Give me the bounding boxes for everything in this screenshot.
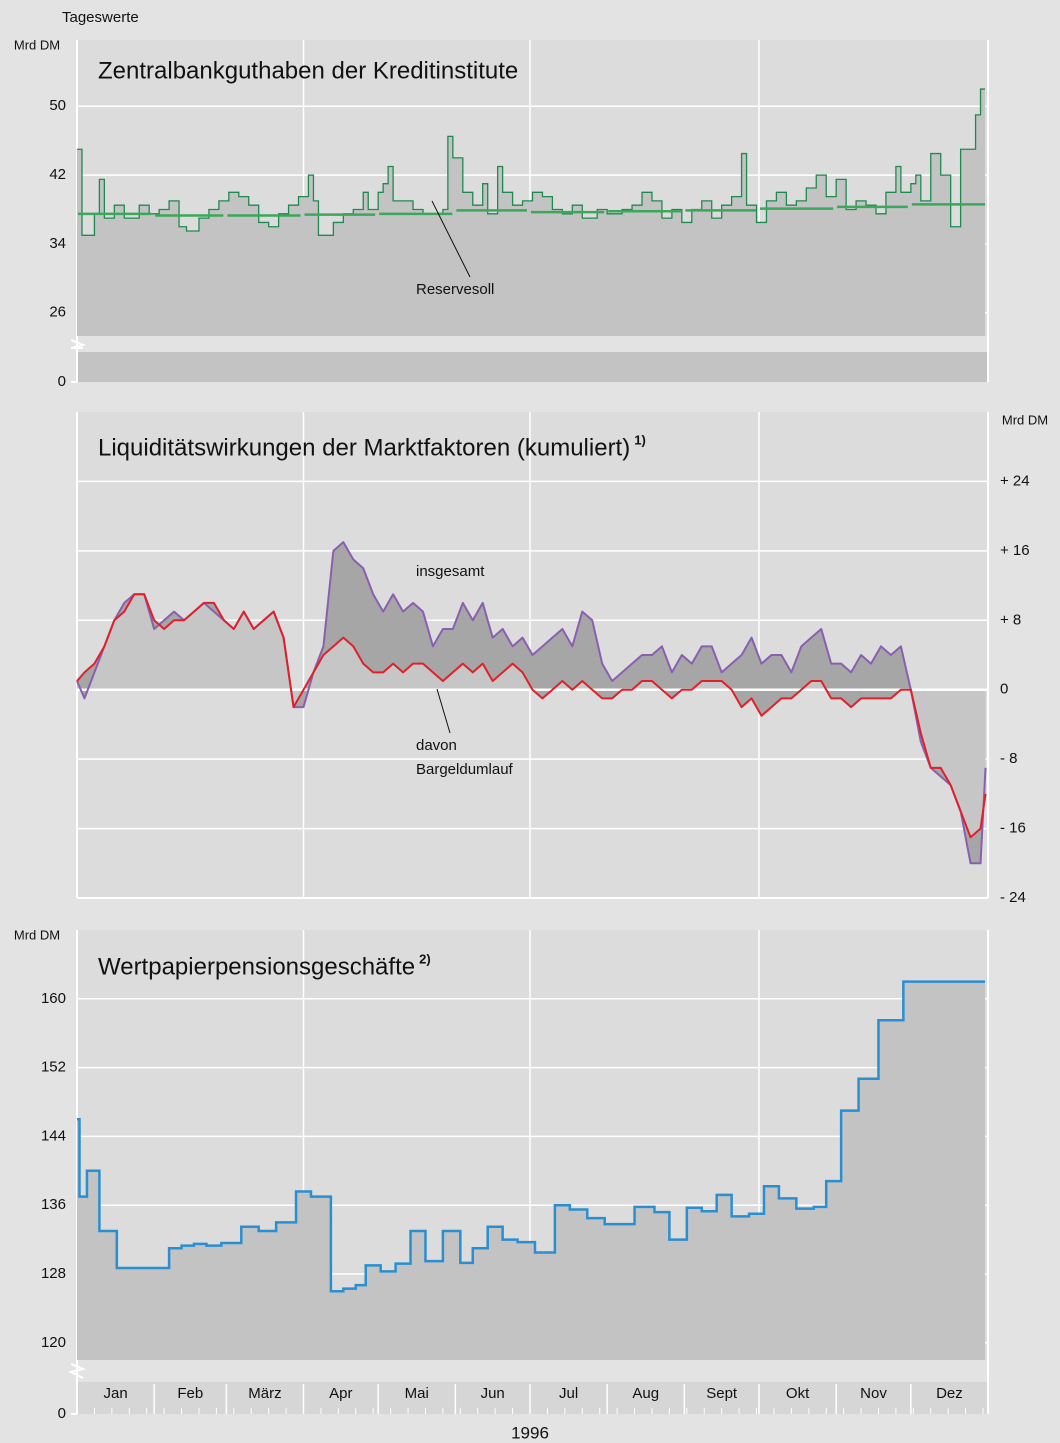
x-tick-label: Jun <box>481 1385 505 1402</box>
x-tick-label: Feb <box>177 1385 203 1402</box>
panels: 0 26 34 42 50 Zentralbankguthaben der Krediti… <box>14 37 1048 1442</box>
x-tick-label: Mai <box>405 1385 429 1402</box>
y-tick-label: 120 <box>41 1334 66 1351</box>
y-tick-label: 136 <box>41 1196 66 1213</box>
x-tick-label: März <box>248 1385 281 1402</box>
y-tick-label: 34 <box>49 235 66 252</box>
x-tick-label: Nov <box>860 1385 887 1402</box>
y-tick-label: 50 <box>49 97 66 114</box>
y-tick-label: 144 <box>41 1127 66 1144</box>
y-tick-label: 0 <box>1000 681 1008 698</box>
x-tick-label: Okt <box>786 1385 810 1402</box>
y-tick-label: - 16 <box>1000 820 1026 837</box>
y-tick-label: 0 <box>58 1405 66 1422</box>
annotation: davon <box>416 737 457 754</box>
leader-line <box>431 200 471 278</box>
y-tick-label: + 8 <box>1000 611 1021 628</box>
y-tick-label: 0 <box>58 373 66 390</box>
annotation: insgesamt <box>416 563 485 580</box>
y-tick-label: 152 <box>41 1059 66 1076</box>
area <box>77 981 985 1360</box>
y-tick-label: + 16 <box>1000 542 1030 559</box>
title-note: 2) <box>419 951 431 966</box>
x-tick-label: Jul <box>559 1385 578 1402</box>
annotation: Reservesoll <box>416 281 494 298</box>
y-axis-label: Mrd DM <box>14 927 60 942</box>
y-tick-label: 160 <box>41 990 66 1007</box>
axis-strip <box>77 352 988 382</box>
y-tick-label: - 24 <box>1000 889 1026 906</box>
x-tick-label: Apr <box>329 1385 352 1402</box>
panel-title: Zentralbankguthaben der Kreditinstitute <box>98 57 518 84</box>
y-axis-label: Mrd DM <box>1002 412 1048 427</box>
x-tick-label: Aug <box>632 1385 659 1402</box>
panel-title: Wertpapierpensionsgeschäfte <box>98 953 415 980</box>
step-line <box>77 88 985 236</box>
panel-title: Liquiditätswirkungen der Marktfaktoren (… <box>98 434 630 461</box>
area <box>77 89 985 336</box>
x-tick-label: Sept <box>706 1385 738 1402</box>
title-note: 1) <box>634 432 646 447</box>
step-line <box>77 980 985 1293</box>
y-tick-label: 128 <box>41 1265 66 1282</box>
y-tick-label: 42 <box>49 166 66 183</box>
axis-strip <box>77 1382 988 1414</box>
y-axis-label: Mrd DM <box>14 37 60 52</box>
line <box>76 593 987 839</box>
x-axis-label: 1996 <box>511 1423 549 1442</box>
y-tick-label: - 8 <box>1000 750 1018 767</box>
y-tick-label: + 24 <box>1000 472 1030 489</box>
y-tick-label: 26 <box>49 304 66 321</box>
leader-line <box>436 688 451 734</box>
annotation: Bargeldumlauf <box>416 761 514 778</box>
x-tick-label: Jan <box>103 1385 127 1402</box>
x-tick-label: Dez <box>936 1385 963 1402</box>
header: Tageswerte <box>62 9 139 26</box>
